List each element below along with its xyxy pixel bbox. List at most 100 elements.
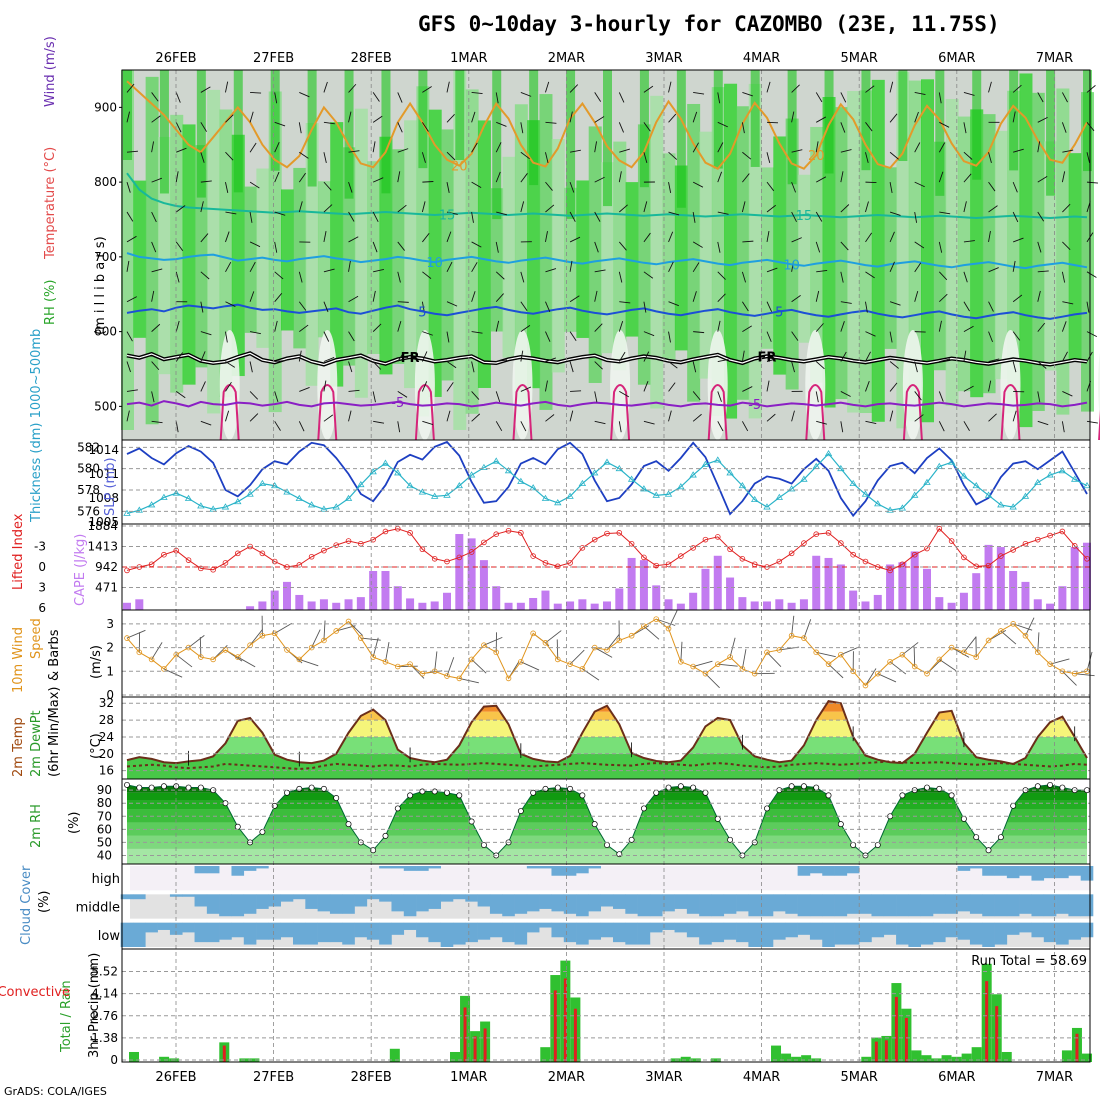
wind-barb [520,325,531,332]
wind-barb-10m [1037,632,1040,653]
wind-barb [988,380,992,392]
wind-barb [914,262,922,273]
wind-barb [397,204,407,213]
wind-speed-point [985,637,992,644]
cape-bar [246,606,255,610]
wind-barb [422,271,432,280]
y-tick-label: 3 [106,617,114,631]
wind-barb [397,122,403,133]
precip-total-bar [450,1051,461,1062]
rh-shade-column [404,120,418,389]
rh-shade-column [354,108,368,398]
wind-barb-10m [471,659,487,674]
rh-shade-column [601,162,614,354]
cloud-bar-low [1031,922,1045,938]
wind-barb [274,121,286,127]
wind-barb [446,382,454,392]
rh-point [579,792,586,799]
wind-barb [323,301,329,313]
cloud-bar-middle [502,894,515,917]
precip-total-bar [540,1047,551,1062]
lifted-index-point [542,560,549,566]
cloud-bar-middle [748,894,761,917]
wind-speed-point [653,616,660,622]
wind-barb [348,295,359,303]
wind-speed-point [419,670,426,677]
wind-barb [520,201,525,213]
cape-bar [996,547,1005,610]
wind-barb [643,122,651,132]
precip-total-bar [971,1047,982,1062]
wind-barb [421,351,428,362]
rh-band [127,848,1087,864]
wind-barb [1012,410,1017,422]
precip-convective-bar [573,1008,577,1062]
wind-barb [520,301,528,312]
y-tick-label: 0 [110,1053,118,1067]
cloud-bar-middle [477,894,491,907]
wind-barb [1037,420,1049,426]
thickness-line [126,452,1088,515]
wind-barb [569,181,575,193]
thickness-point [775,493,784,500]
wind-speed-point [899,651,906,658]
thickness-point [738,481,747,489]
wind-barb [1061,321,1067,332]
cloud-bar-middle [920,894,934,917]
rh-shade-column-upper [529,70,539,186]
wind-barb [619,148,630,153]
wind-barb [175,391,186,399]
wind-barb [200,152,205,163]
cloud-bar-middle [896,894,909,917]
wind-barb [545,268,557,273]
rh-point [530,789,537,796]
wind-speed-point [394,663,401,670]
rh-point [259,829,266,835]
rh-shade-column [859,90,873,414]
ylabel-temp-line: 2m DewPt [29,710,44,777]
wind-barb [938,421,945,432]
wind-barb [914,181,925,188]
rh-shade-column-upper [196,70,206,198]
wind-barb [1061,92,1068,103]
wind-barb [323,152,327,164]
cape-bar [492,586,501,610]
wind-barb-10m [323,620,326,641]
wind-barb [520,421,527,432]
ylabel-total-rain: Total / Rain [59,980,74,1053]
wind-barb [693,331,705,334]
cape-bar [1021,581,1030,610]
cloud-bar-low [686,922,700,938]
cloud-bar-low [945,922,958,938]
rh-shade-column [157,136,171,375]
precip-total-bar [861,1056,872,1062]
wind-barb [495,92,499,104]
cloud-bar-middle [539,894,552,909]
wind-barb [963,240,975,243]
y-tick-label-right: 1011 [88,467,119,481]
wind-barb-10m [693,660,713,667]
wind-barb [865,271,875,279]
rh-shade-column-upper [787,70,797,185]
rh-point [788,783,795,790]
wind-barb [889,261,895,273]
wind-speed-point [456,675,463,682]
cape-bar [775,599,784,610]
wind-barb [840,421,844,433]
wind-barb [840,391,851,397]
wind-barb [126,260,130,272]
wind-barb-10m [274,622,293,634]
wind-speed-point [542,640,549,646]
lifted-index-point [185,557,192,563]
y-tick-label-left: 0 [38,560,46,574]
rh-shade-column [871,79,885,422]
y-tick-label-left: 582 [77,440,100,454]
cape-bar [443,592,451,610]
thickness-point [1058,467,1067,474]
cloud-bar-low [1056,922,1069,945]
precip-convective-bar [222,1045,226,1062]
rh-shade-column [231,134,245,377]
cloud-bar-middle [514,894,528,914]
wind-barb [865,420,877,425]
wind-barb [1062,391,1073,397]
